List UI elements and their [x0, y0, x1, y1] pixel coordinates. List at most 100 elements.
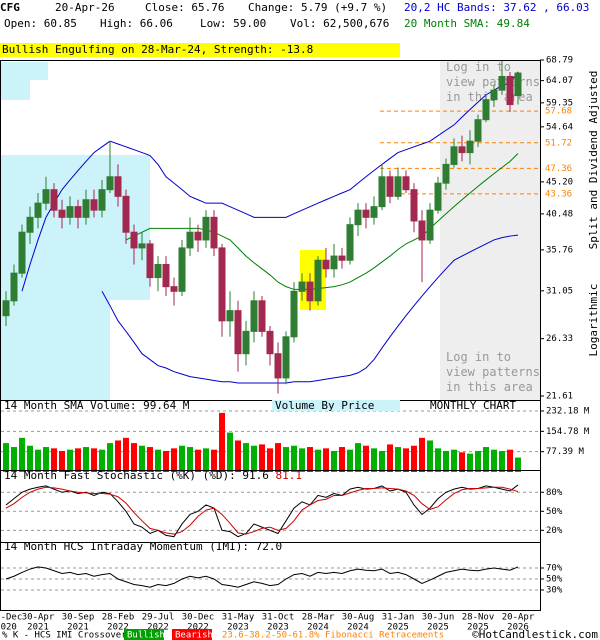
candle-body: [42, 189, 50, 204]
candle-body: [314, 259, 322, 302]
x-tick-label: 31-May: [222, 613, 255, 623]
y-tick-label: 64.07: [546, 76, 573, 86]
volume-bar: [19, 437, 25, 472]
quote-close: Close: 65.76: [145, 1, 224, 14]
volume-bar: [35, 449, 41, 472]
volume-bar: [395, 447, 401, 472]
volume-bar: [483, 447, 489, 472]
candle-body: [34, 202, 42, 218]
candle-body: [66, 206, 74, 218]
chart-period: MONTHLY CHART: [430, 399, 516, 412]
volume-bar: [27, 445, 33, 472]
volume-bar: [67, 449, 73, 472]
indicator-line: [101, 234, 519, 384]
volume-bar: [131, 443, 137, 472]
volume-bar: [99, 449, 105, 472]
candle-body: [274, 353, 282, 379]
volume-bar: [491, 449, 497, 472]
candle-body: [386, 176, 394, 197]
axis-label: Split and Dividend Adjusted: [587, 71, 600, 250]
candle-body: [338, 255, 346, 261]
plot-layer: 68.79 64.07 59.35 54.64 45.20 40.48 35.76 31.05…: [0, 56, 590, 633]
volume-bar: [435, 448, 441, 472]
candle-body: [402, 176, 410, 191]
candle-body: [378, 176, 386, 208]
fib-label: 51.72: [545, 138, 572, 148]
candle-body: [498, 75, 506, 91]
y-tick-label: 80%: [546, 488, 563, 498]
y-tick-label: 54.64: [546, 122, 573, 132]
volume-bar: [299, 448, 305, 472]
x-tick-label: 30-Aug: [342, 613, 375, 623]
candle-body: [178, 247, 186, 292]
candle-body: [514, 72, 522, 97]
volume-bar: [507, 449, 513, 472]
candle-body: [138, 243, 146, 249]
x-tick-year: 2025: [467, 623, 489, 633]
indicator-line: [5, 486, 519, 535]
indicator-line: [5, 484, 519, 538]
footer-legend: % K - HCS IMI Crossover,: [2, 631, 132, 640]
candle-body: [466, 140, 474, 154]
volume-bar: [243, 443, 249, 472]
candle-body: [194, 231, 202, 241]
x-tick-label: 28-Feb: [102, 613, 135, 623]
volume-bar: [147, 447, 153, 472]
candle-body: [114, 176, 122, 197]
candle-body: [306, 281, 314, 302]
vbp-label-bg: [272, 400, 400, 411]
volume-bar: [411, 445, 417, 472]
volume-bar: [139, 445, 145, 472]
volume-bar: [211, 449, 217, 472]
volume-bar: [339, 447, 345, 472]
watermark-bottom: Log in to view patterns in this area: [446, 350, 540, 394]
candle-body: [282, 336, 290, 379]
y-tick-label: 77.39 M: [546, 447, 585, 457]
candle-body: [234, 310, 242, 355]
candle-body: [258, 300, 266, 332]
candle-body: [418, 220, 426, 241]
volume-bar: [83, 447, 89, 472]
volume-bar: [347, 449, 353, 472]
x-tick-label: 30-Jun: [422, 613, 455, 623]
candle-body: [362, 209, 370, 218]
x-tick-year: 2025: [387, 623, 409, 633]
candle-body: [154, 263, 162, 279]
volume-bar: [427, 440, 433, 472]
x-tick-year: 2021: [67, 623, 89, 633]
volume-bar: [459, 452, 465, 472]
candle-body: [250, 300, 258, 332]
volume-title: 14 Month SMA Volume: 99.64 M: [4, 399, 190, 412]
candle-body: [370, 206, 378, 218]
candle-body: [354, 209, 362, 226]
volume-bar: [123, 437, 129, 472]
candle-body: [482, 99, 490, 121]
candle-body: [170, 286, 178, 292]
volume-bar: [75, 448, 81, 472]
candle-body: [106, 176, 114, 191]
quote-open: Open: 60.85: [4, 17, 77, 30]
candle-body: [122, 195, 130, 233]
candle-body: [458, 146, 466, 154]
volume-bar: [283, 447, 289, 472]
volume-bar: [51, 448, 57, 472]
y-tick-label: 50%: [546, 507, 563, 517]
volume-bar: [307, 447, 313, 472]
x-tick-label: 28-Nov: [462, 613, 495, 623]
bearish-label: Bearish: [175, 631, 213, 640]
candle-body: [290, 290, 298, 338]
candle-body: [322, 259, 330, 270]
candle-body: [226, 310, 234, 322]
quote-low: Low: 59.00: [200, 17, 266, 30]
candle-body: [26, 216, 34, 233]
volume-bar: [419, 437, 425, 472]
annotation-bg: [0, 43, 400, 57]
candle-body: [2, 300, 10, 317]
volume-bar: [443, 450, 449, 472]
x-tick-label: 29-Jul: [142, 613, 175, 623]
watermark-text: Log in to view patterns in this area: [446, 350, 540, 394]
ticker: CFG: [0, 1, 20, 14]
candle-body: [18, 231, 26, 274]
